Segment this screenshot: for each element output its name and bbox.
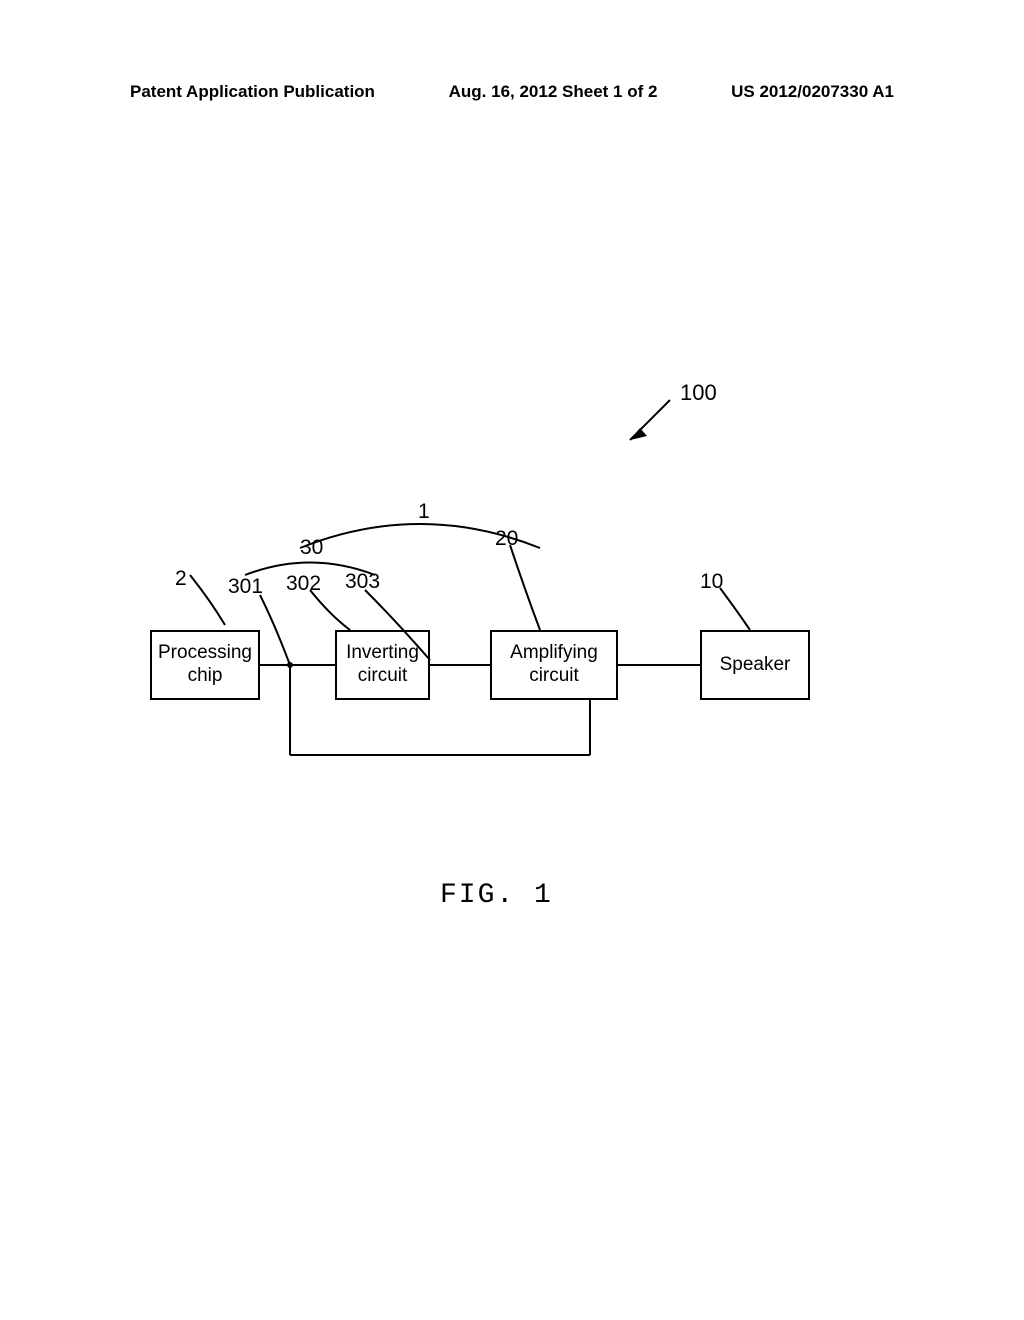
ref-10: 10 [700, 570, 723, 594]
ref-30: 30 [300, 536, 323, 560]
header-center: Aug. 16, 2012 Sheet 1 of 2 [449, 82, 658, 102]
page-header: Patent Application Publication Aug. 16, … [0, 82, 1024, 102]
header-left: Patent Application Publication [130, 82, 375, 102]
ref-2: 2 [175, 567, 187, 591]
block-speaker: Speaker [700, 630, 810, 700]
ref-301: 301 [228, 575, 263, 599]
block-processing-chip: Processing chip [150, 630, 260, 700]
figure-caption: FIG. 1 [440, 880, 553, 911]
ref-20: 20 [495, 527, 518, 551]
ref-302: 302 [286, 572, 321, 596]
header-right: US 2012/0207330 A1 [731, 82, 894, 102]
block-inverting-circuit: Inverting circuit [335, 630, 430, 700]
block-diagram: 100 1 20 [0, 380, 1024, 930]
block-amplifying-circuit: Amplifying circuit [490, 630, 618, 700]
ref-1: 1 [418, 500, 430, 524]
ref-303: 303 [345, 570, 380, 594]
